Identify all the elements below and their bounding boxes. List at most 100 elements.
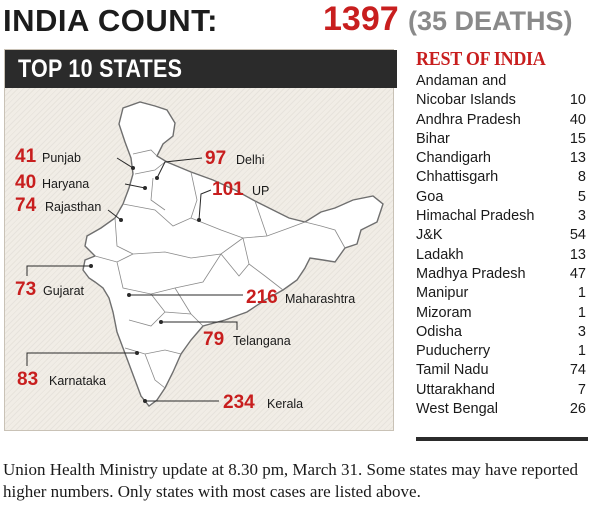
india-map: 41 Punjab 97 Delhi 40 Haryana 101 UP 74 … [15,101,384,413]
row-case-count: 47 [569,265,586,282]
marker-maharashtra [127,293,131,297]
leader-line-telangana [161,321,238,330]
row-case-count: 3 [577,323,586,340]
row-state-name: Puducherry [416,343,491,360]
label-delhi: Delhi [236,153,265,167]
value-gujarat: 73 [15,279,36,300]
rest-of-india-table: Andaman and Nicobar Islands 10 Andhra Prad… [416,72,586,419]
india-outline-shape [82,101,384,407]
row-state-name: Manipur [416,285,469,302]
row-case-count: 1 [577,304,586,321]
table-row: Goa 5 [416,188,586,207]
row-state-name: Chandigarh [416,150,491,167]
label-karnataka: Karnataka [49,374,106,388]
state-borders [94,149,346,389]
row-state-name: Goa [416,188,444,205]
row-case-count: 15 [569,130,586,147]
marker-kerala [143,399,147,403]
row-state-name: Odisha [416,323,462,340]
label-up: UP [252,184,269,198]
leader-line-rajasthan [107,209,122,221]
marker-telangana [159,320,163,324]
table-row: Manipur 1 [416,284,586,303]
table-row: Andaman and Nicobar Islands 10 [416,72,586,111]
value-delhi: 97 [205,148,226,169]
row-case-count: 74 [569,362,586,379]
marker-gujarat [89,264,93,268]
label-punjab: Punjab [42,151,81,165]
table-row: Bihar 15 [416,130,586,149]
marker-delhi [155,176,159,180]
table-row: Himachal Pradesh 3 [416,207,586,226]
value-telangana: 79 [203,329,224,350]
headline-title: INDIA COUNT: [3,3,218,38]
row-case-count: 40 [569,111,586,128]
table-row: Tamil Nadu 74 [416,361,586,380]
label-kerala: Kerala [267,397,303,411]
table-row: Mizoram 1 [416,304,586,323]
leader-line-haryana [124,183,146,189]
table-row: Ladakh 13 [416,246,586,265]
value-maharashtra: 216 [246,287,278,308]
top-states-map-panel: TOP 10 STATES 41 Punjab 97 Delhi 40 Hary… [4,49,397,431]
marker-karnataka [135,351,139,355]
label-haryana: Haryana [42,177,89,191]
row-state-name: Mizoram [416,304,472,321]
headline: INDIA COUNT: 1397 (35 DEATHS) [3,0,595,40]
marker-punjab [131,166,135,170]
table-row: Uttarakhand 7 [416,381,586,400]
value-kerala: 234 [223,392,255,413]
row-state-name: Madhya Pradesh [416,265,526,282]
headline-deaths: (35 DEATHS) [408,6,573,36]
table-row: J&K 54 [416,226,586,245]
table-row: Puducherry 1 [416,342,586,361]
table-row: Chandigarh 13 [416,149,586,168]
marker-up [197,218,201,222]
label-rajasthan: Rajasthan [45,200,101,214]
table-row: West Bengal 26 [416,400,586,419]
value-up: 101 [212,179,244,200]
value-karnataka: 83 [17,369,38,390]
leader-line-delhi [156,157,203,179]
map-panel-header: TOP 10 STATES [5,50,397,88]
label-telangana: Telangana [233,334,291,348]
rest-panel-divider [416,437,588,441]
marker-rajasthan [119,218,123,222]
leader-line-karnataka [26,352,137,366]
row-case-count: 1 [577,285,586,302]
row-state-name: J&K [416,227,443,244]
headline-total-cases: 1397 [323,0,399,38]
row-case-count: 5 [577,188,586,205]
row-state-name: Himachal Pradesh [416,208,535,225]
table-row: Andhra Pradesh 40 [416,111,586,130]
value-punjab: 41 [15,146,37,167]
table-row: Chhattisgarh 8 [416,168,586,187]
value-haryana: 40 [15,172,36,193]
row-state-name: Ladakh [416,246,464,263]
row-state-name: Uttarakhand [416,381,495,398]
value-rajasthan: 74 [15,195,37,216]
row-state-name: Andhra Pradesh [416,111,521,128]
row-state-name: West Bengal [416,401,498,418]
table-row: Madhya Pradesh 47 [416,265,586,284]
table-row: Odisha 3 [416,323,586,342]
row-case-count: 10 [569,92,586,109]
row-state-name: Tamil Nadu [416,362,489,379]
row-case-count: 13 [569,150,586,167]
row-state-name: Andaman and Nicobar Islands [416,73,516,109]
label-maharashtra: Maharashtra [285,292,355,306]
leader-line-up [198,189,212,221]
row-case-count: 3 [577,208,586,225]
row-case-count: 1 [577,343,586,360]
rest-of-india-title: REST OF INDIA [416,48,546,70]
leader-line-gujarat [26,265,91,276]
row-case-count: 7 [577,381,586,398]
map-panel-title: TOP 10 STATES [18,55,183,83]
rest-of-india-panel: REST OF INDIA Andaman and Nicobar Island… [416,48,588,441]
row-case-count: 26 [569,401,586,418]
row-case-count: 13 [569,246,586,263]
row-state-name: Chhattisgarh [416,169,499,186]
label-gujarat: Gujarat [43,284,85,298]
row-case-count: 8 [577,169,586,186]
marker-haryana [143,186,147,190]
